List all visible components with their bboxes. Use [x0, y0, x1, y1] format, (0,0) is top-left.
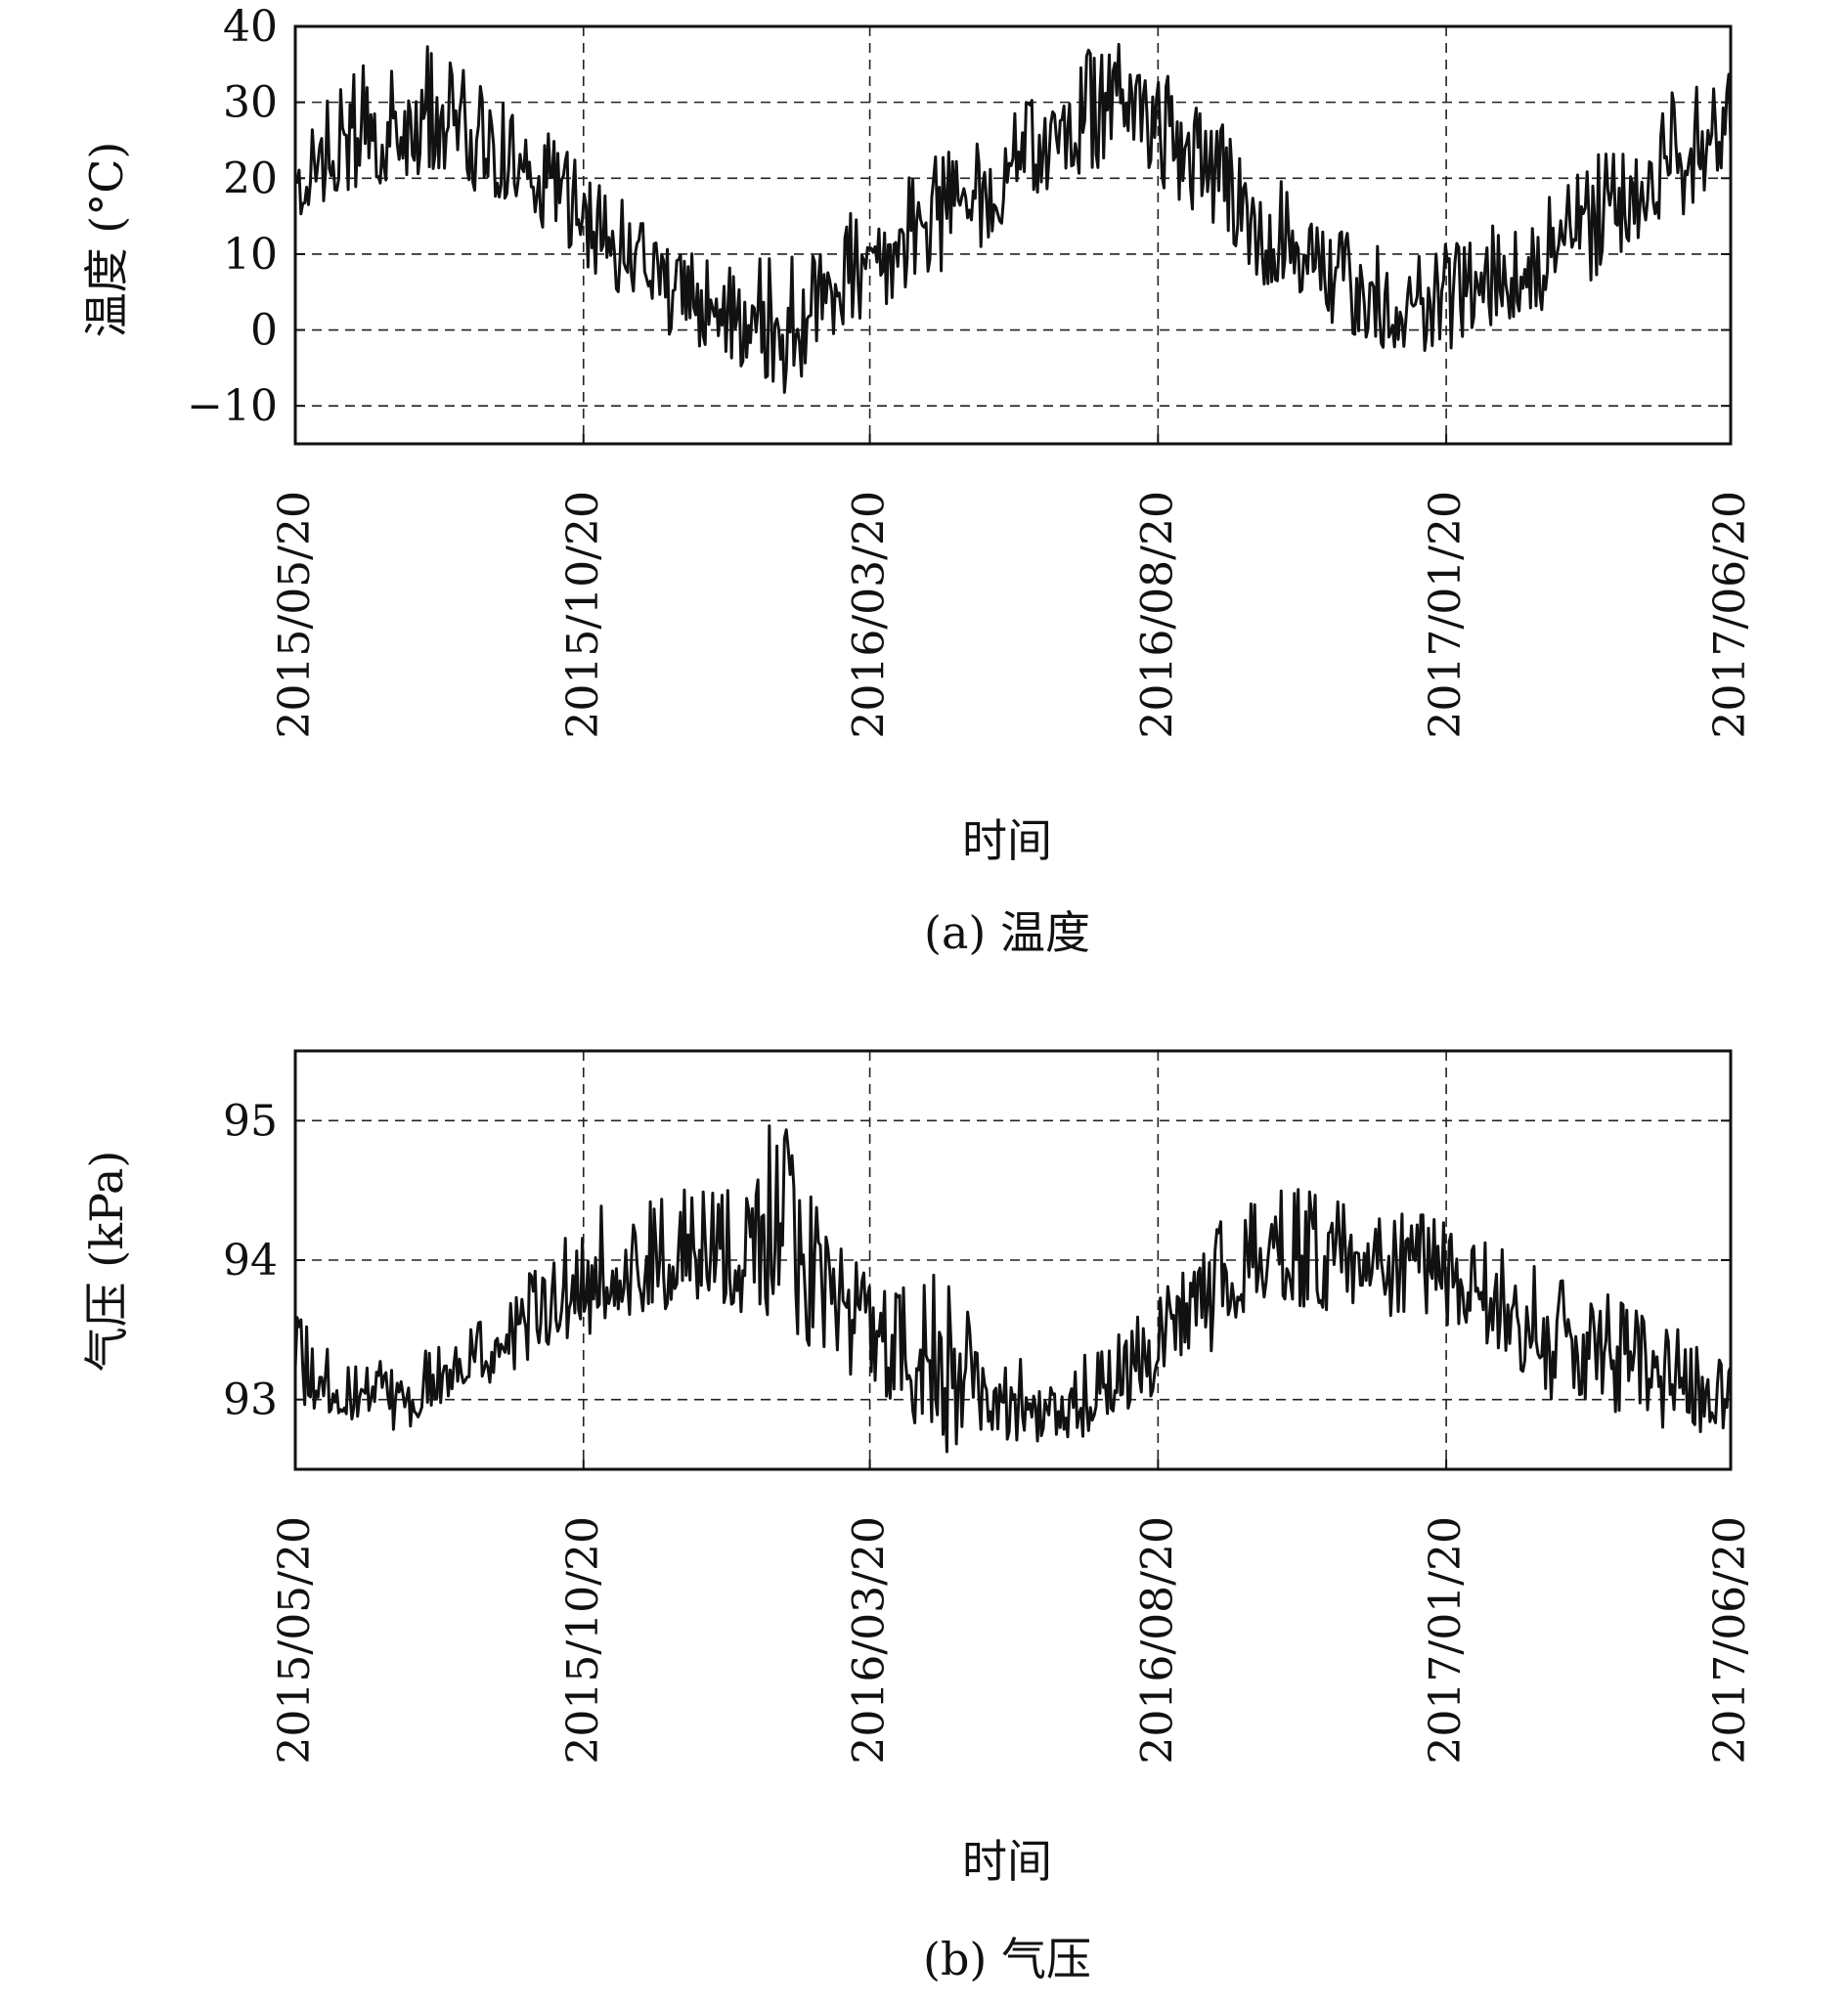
- temperature-plot-frame: [293, 24, 1733, 446]
- y-tick-label: 10: [223, 230, 278, 280]
- x-tick-label: 2015/10/20: [558, 1516, 608, 1765]
- pressure-x-ticks: 2015/05/20 2015/10/20 2016/03/20 2016/08/20…: [270, 1460, 1755, 1765]
- pressure-y-axis-label: 气压 (kPa): [80, 1151, 133, 1373]
- x-tick-label: 2017/06/20: [1705, 491, 1755, 739]
- x-tick-label: 2016/03/20: [845, 1516, 895, 1765]
- x-tick-label: 2015/10/20: [558, 491, 608, 739]
- temperature-x-ticks: 2015/05/20 2015/10/20 2016/03/20 2016/08/20…: [270, 434, 1755, 739]
- y-tick-label: 95: [223, 1096, 278, 1146]
- x-tick-label: 2017/01/20: [1421, 491, 1471, 739]
- temperature-y-ticks: −10 0 10 20 30 40: [187, 2, 1731, 431]
- pressure-x-axis-label: 时间: [962, 1835, 1052, 1888]
- x-tick-label: 2017/06/20: [1705, 1516, 1755, 1765]
- x-tick-label: 2016/08/20: [1132, 1516, 1182, 1765]
- temperature-y-axis-label: 温度 (°C): [80, 142, 133, 338]
- x-tick-label: 2016/08/20: [1132, 491, 1182, 739]
- y-tick-label: 0: [250, 306, 278, 356]
- pressure-caption: (b) 气压: [923, 1933, 1091, 1985]
- y-tick-label: −10: [187, 381, 278, 431]
- x-tick-label: 2015/05/20: [270, 491, 320, 739]
- temperature-x-axis-label: 时间: [962, 814, 1052, 867]
- x-tick-label: 2017/01/20: [1421, 1516, 1471, 1765]
- y-tick-label: 20: [223, 153, 278, 203]
- data-line: [293, 42, 1733, 394]
- temperature-series: [293, 42, 1733, 394]
- temperature-grid: [295, 26, 1731, 444]
- y-tick-label: 94: [223, 1236, 278, 1286]
- data-line: [293, 1124, 1733, 1454]
- x-tick-label: 2015/05/20: [270, 1516, 320, 1765]
- pressure-grid: [295, 1051, 1731, 1469]
- temperature-panel: −10 0 10 20 30 40 2015/05/20 2015/10/20 2016/03…: [80, 2, 1755, 959]
- y-tick-label: 30: [223, 78, 278, 128]
- y-tick-label: 40: [223, 2, 278, 52]
- temperature-caption: (a) 温度: [924, 906, 1090, 959]
- y-tick-label: 93: [223, 1375, 278, 1425]
- pressure-y-ticks: 93 94 95: [223, 1096, 1731, 1425]
- x-tick-label: 2016/03/20: [845, 491, 895, 739]
- pressure-series: [293, 1124, 1733, 1454]
